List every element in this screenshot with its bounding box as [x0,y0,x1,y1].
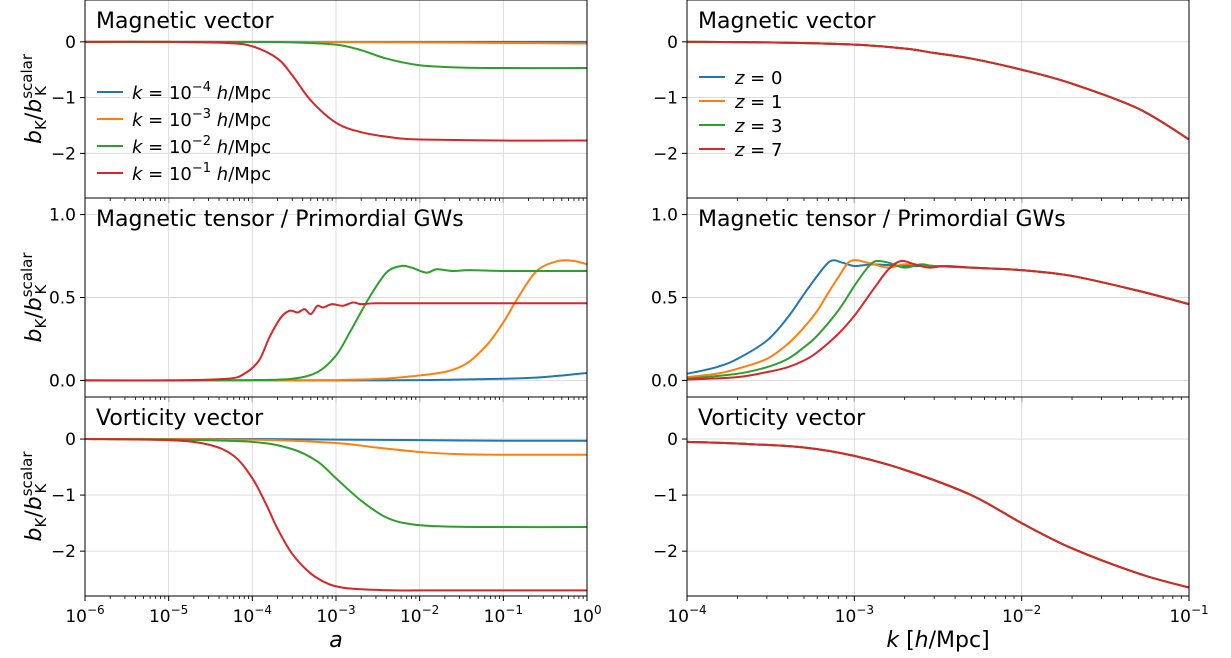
x-tick-label: 10−3 [316,603,355,627]
y-tick-label: 1.0 [49,206,76,226]
y-tick-label: −1 [653,89,678,109]
x-tick-label: 10−1 [1169,603,1208,627]
series-lines [687,40,1189,141]
legend-entry: k = 10−4 h/Mpc [132,80,271,104]
series-line-green [85,438,587,529]
y-tick-label: 0.0 [651,371,678,391]
y-tick-label: −1 [51,486,76,506]
series-line-red [687,40,1189,141]
legend-entry: z = 0 [734,68,782,89]
y-tick-label: 0 [65,430,76,450]
y-tick-label: 0 [667,430,678,450]
panel-title: Vorticity vector [698,406,866,431]
x-ticks [84,596,588,601]
y-tick-label: −1 [51,89,76,109]
y-tick-label: 0.5 [651,289,678,309]
x-axis-label-right: k [h/Mpc] [886,628,989,653]
x-tick-label: 100 [572,603,601,627]
x-ticks [686,198,1190,203]
y-ticks: 0 −1 −2 [51,33,85,164]
series-line-orange [687,259,1189,379]
x-tick-label: 10−2 [400,603,439,627]
series-line-red [687,259,1189,381]
y-tick-label: −1 [653,486,678,506]
panel-title: Magnetic tensor / Primordial GWs [698,207,1066,232]
y-tick-label: −2 [51,542,76,562]
x-tick-label: 10−2 [1002,603,1041,627]
y-tick-label: −2 [653,542,678,562]
y-tick-label: 0 [65,33,76,53]
legend-entry: z = 7 [734,140,782,161]
axes-frame [686,396,1190,597]
series-lines [85,438,587,592]
x-tick-label: 10−3 [835,603,874,627]
y-axis-label: bK/bscalarK [18,451,50,542]
legend-entry: k = 10−1 h/Mpc [132,161,271,185]
y-tick-label: 0.5 [49,289,76,309]
series-line-orange [85,438,587,456]
legend-k: k = 10−4 h/Mpc k = 10−3 h/Mpc k = 10−2 h/M… [97,80,271,185]
x-ticks [686,596,1190,601]
series-line-red [687,440,1189,589]
legend-z: z = 0 z = 1 z = 3 z = 7 [699,68,782,161]
series-lines [687,259,1189,381]
panel-left-3: 0 −1 −2 10−6 10−5 10−4 10−3 10−2 10−1 100 Vorticit… [51,396,602,627]
x-tick-labels: 10−6 10−5 10−4 10−3 10−2 10−1 100 [65,603,601,627]
x-tick-labels: 10−4 10−3 10−2 10−1 [667,603,1208,627]
legend-entry: k = 10−2 h/Mpc [132,134,271,158]
series-line-red [85,40,587,142]
y-tick-label: −2 [653,144,678,164]
series-line-blue [687,259,1189,375]
y-axis-labels: bK/bscalarK bK/bscalarK bK/bscalarK [18,53,50,541]
legend-entry: k = 10−3 h/Mpc [132,107,271,131]
y-ticks: 0.0 0.5 1.0 [651,206,687,391]
y-axis-label: bK/bscalarK [18,252,50,343]
y-tick-label: 1.0 [651,206,678,226]
legend-entry: z = 1 [734,92,782,113]
series-line-red [85,301,587,382]
series-line-red [85,438,587,592]
y-ticks: 0 −1 −2 [653,33,687,164]
series-line-green [85,264,587,382]
panel-title: Magnetic vector [698,9,876,34]
x-tick-label: 10−1 [484,603,523,627]
panel-title: Magnetic vector [96,9,274,34]
y-axis-label: bK/bscalarK [18,53,50,144]
panels: 0 −1 −2 Magnetic vector 0.0 0.5 1.0 Magnetic te… [49,0,1209,627]
x-tick-label: 10−4 [667,603,706,627]
y-ticks: 0 −1 −2 [51,430,85,562]
panel-title: Vorticity vector [96,406,264,431]
series-lines [85,259,587,382]
x-tick-label: 10−4 [233,603,272,627]
panel-right-3: 0 −1 −2 10−4 10−3 10−2 10−1 Vorticity vector [653,396,1209,627]
panel-left-2: 0.0 0.5 1.0 Magnetic tensor / Primordial GW… [49,197,588,402]
x-axis-label-left: a [329,628,342,653]
y-ticks: 0.0 0.5 1.0 [49,206,85,391]
y-tick-label: −2 [51,144,76,164]
y-tick-label: 0.0 [49,371,76,391]
panel-title: Magnetic tensor / Primordial GWs [96,207,464,232]
y-ticks: 0 −1 −2 [653,430,687,562]
x-tick-label: 10−5 [149,603,188,627]
panel-right-1: 0 −1 −2 Magnetic vector [653,0,1190,203]
panel-right-2: 0.0 0.5 1.0 Magnetic tensor / Primordial GW… [651,197,1190,402]
series-lines [687,440,1189,589]
y-tick-label: 0 [667,33,678,53]
x-ticks [686,397,1190,402]
x-tick-label: 10−6 [65,603,104,627]
series-line-orange [85,259,587,382]
series-lines [85,40,587,142]
legend-entry: z = 3 [734,116,782,137]
panel-left-1: 0 −1 −2 Magnetic vector [51,0,588,203]
